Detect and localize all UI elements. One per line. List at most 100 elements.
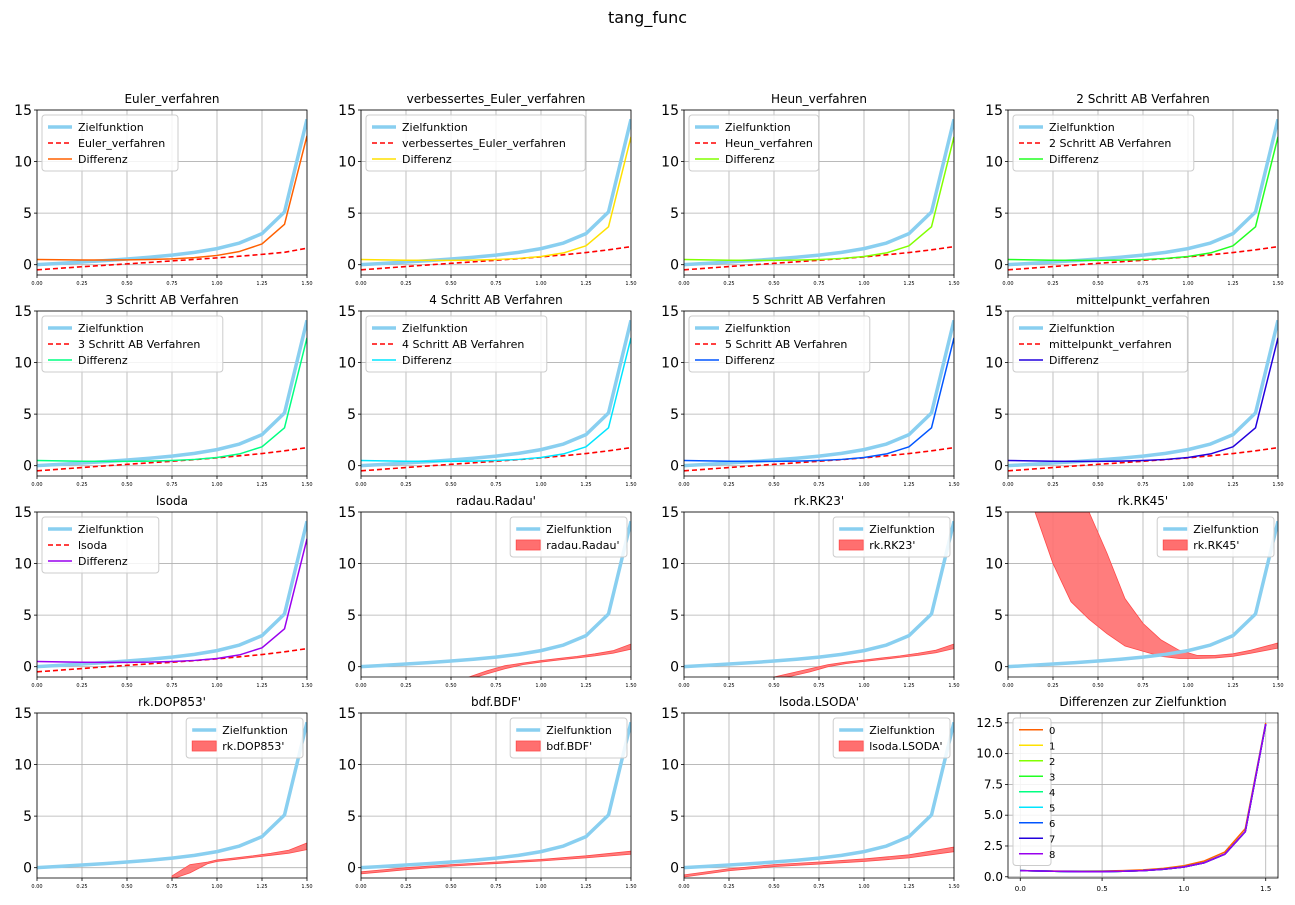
legend-label: 5 <box>1049 803 1055 814</box>
x-tick-label: 0.25 <box>76 683 87 689</box>
axes-frame <box>1007 712 1279 879</box>
band-area <box>171 842 307 878</box>
legend-label: Zielfunktion <box>546 724 612 737</box>
legend: Zielfunktion 3 Schritt AB Verfahren Differ… <box>41 315 224 373</box>
plot-area <box>37 118 307 271</box>
x-tick-label: 1.50 <box>301 683 312 689</box>
x-tick-label: 1.00 <box>535 281 546 287</box>
plot-area <box>1008 118 1278 271</box>
x-tick-label: 0.00 <box>31 482 42 488</box>
series-line-Zielfunktion <box>684 721 954 870</box>
legend-label: Zielfunktion <box>402 121 468 134</box>
x-tick-label: 0.75 <box>490 281 501 287</box>
x-tick-label: 0.75 <box>490 884 501 890</box>
series-line-Zielfunktion <box>1008 118 1278 267</box>
x-tick-label: 0.00 <box>355 281 366 287</box>
subplot-12: 0.00 0.25 0.50 0.75 1.00 1.25 1.50 0 5 10 15 rk.DOP… <box>14 695 312 890</box>
x-tick-label: 0.75 <box>166 884 177 890</box>
x-tick-label: 0.25 <box>400 281 411 287</box>
subplot-title: lsoda.LSODA' <box>779 695 859 709</box>
subplot-title: verbessertes_Euler_verfahren <box>407 92 586 106</box>
x-tick-label: 0.50 <box>121 884 132 890</box>
y-tick-label: 10 <box>985 557 1003 573</box>
y-tick-label: 10 <box>14 758 32 774</box>
y-tick-label: 5.0 <box>984 808 1003 822</box>
legend-swatch <box>838 740 864 752</box>
x-tick-label: 1.25 <box>903 482 914 488</box>
legend-label: 4 Schritt AB Verfahren <box>402 338 524 351</box>
y-tick-label: 15 <box>14 706 32 722</box>
legend-label: Zielfunktion <box>869 724 935 737</box>
y-tick-label: 5 <box>994 206 1003 222</box>
x-tick-label: 0.50 <box>768 281 779 287</box>
y-tick-label: 5 <box>994 407 1003 423</box>
legend-label: Zielfunktion <box>1049 121 1115 134</box>
band-area <box>361 850 631 875</box>
x-tick-label: 1.50 <box>948 281 959 287</box>
series-line-Zielfunktion <box>684 118 954 267</box>
subplot-title: bdf.BDF' <box>471 695 521 709</box>
legend-label: Zielfunktion <box>222 724 288 737</box>
legend-label: 4 <box>1049 788 1055 799</box>
legend-label: bdf.BDF' <box>546 740 592 753</box>
legend-box <box>41 114 179 172</box>
y-tick-label: 0 <box>347 660 356 676</box>
y-tick-label: 0 <box>994 660 1003 676</box>
x-tick-label: 1.00 <box>1182 683 1193 689</box>
legend: Zielfunktion 2 Schritt AB Verfahren Differ… <box>1012 114 1195 172</box>
x-tick-label: 0.25 <box>1047 482 1058 488</box>
series-line-Zielfunktion <box>37 319 307 468</box>
x-tick-label: 1.25 <box>580 683 591 689</box>
legend-label: Zielfunktion <box>78 322 144 335</box>
x-tick-label: 1.50 <box>948 683 959 689</box>
legend-swatch <box>515 740 541 752</box>
series-line-4 Schritt AB Verfahren <box>361 446 631 472</box>
y-tick-label: 0 <box>347 459 356 475</box>
legend-label: Zielfunktion <box>1049 322 1115 335</box>
x-tick-label: 1.00 <box>1182 482 1193 488</box>
legend: Zielfunktion bdf.BDF' <box>509 717 628 759</box>
x-tick-label: 0.50 <box>121 281 132 287</box>
series-line-Differenz <box>37 337 307 463</box>
x-tick-label: 1.25 <box>1227 482 1238 488</box>
x-tick-label: 1.50 <box>625 884 636 890</box>
y-tick-label: 0 <box>23 459 32 475</box>
subplot-0: 0.00 0.25 0.50 0.75 1.00 1.25 1.50 0 5 10 15 Euler_… <box>14 92 312 287</box>
x-tick-label: 1.00 <box>858 281 869 287</box>
legend-label: rk.RK23' <box>869 539 915 552</box>
x-tick-label: 1.50 <box>1272 482 1283 488</box>
plot-area <box>684 319 954 472</box>
x-tick-label: 1.50 <box>625 683 636 689</box>
series-line-Heun_verfahren <box>684 245 954 271</box>
x-tick-label: 0.00 <box>355 683 366 689</box>
series-line-Zielfunktion <box>684 520 954 669</box>
subplot-title: 2 Schritt AB Verfahren <box>1076 92 1209 106</box>
band-area <box>773 643 954 677</box>
y-tick-label: 10 <box>661 155 679 171</box>
y-tick-label: 5 <box>670 206 679 222</box>
x-tick-label: 0.25 <box>723 884 734 890</box>
x-tick-label: 0.50 <box>121 683 132 689</box>
x-tick-label: 0.50 <box>1092 683 1103 689</box>
subplot-title: lsoda <box>156 494 188 508</box>
x-tick-label: 0.00 <box>1002 683 1013 689</box>
y-tick-label: 15 <box>338 505 356 521</box>
series-line-Differenz <box>684 337 954 463</box>
x-tick-label: 1.25 <box>1227 281 1238 287</box>
x-tick-label: 0.75 <box>813 482 824 488</box>
legend-label: Zielfunktion <box>78 523 144 536</box>
plot-area <box>361 721 631 875</box>
y-tick-label: 5 <box>670 608 679 624</box>
y-tick-label: 0 <box>670 660 679 676</box>
series-line-Zielfunktion <box>361 721 631 870</box>
series-line-3 Schritt AB Verfahren <box>37 446 307 472</box>
x-tick-label: 0.75 <box>166 683 177 689</box>
subplot-title: 5 Schritt AB Verfahren <box>752 293 885 307</box>
legend-box <box>688 315 871 373</box>
y-tick-label: 5 <box>23 809 32 825</box>
y-tick-label: 10 <box>14 356 32 372</box>
legend-box <box>365 114 586 172</box>
x-tick-label: 0.00 <box>31 884 42 890</box>
legend-label: Zielfunktion <box>725 121 791 134</box>
x-tick-label: 1.00 <box>211 482 222 488</box>
